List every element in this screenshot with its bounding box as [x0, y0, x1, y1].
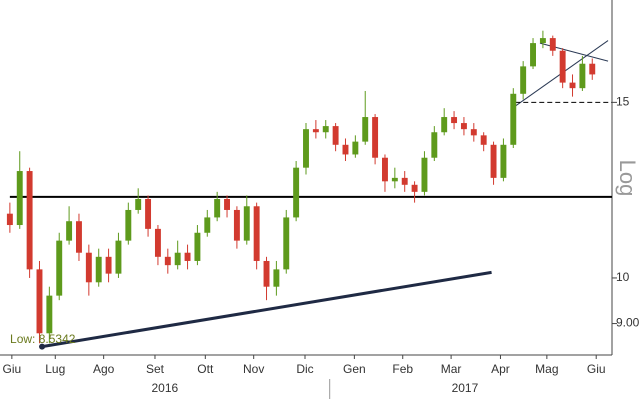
candle-body: [539, 38, 546, 44]
candle-body: [164, 256, 171, 266]
year-label: 2017: [452, 381, 479, 395]
candle-body: [490, 144, 497, 178]
candle-body: [451, 117, 458, 124]
candle-body: [135, 198, 142, 210]
candle-body: [322, 126, 329, 133]
x-tick-label: Set: [146, 362, 165, 376]
candle-body: [95, 256, 102, 283]
candle-body: [411, 184, 418, 192]
candle-body: [589, 63, 596, 75]
candle-body: [105, 256, 112, 274]
candle-body: [194, 232, 201, 261]
candle-body: [233, 209, 240, 241]
candle-body: [569, 82, 576, 89]
candle-body: [342, 144, 349, 155]
candle-body: [224, 198, 230, 210]
x-tick-label: Mar: [441, 362, 462, 376]
trendline: [41, 270, 492, 349]
candle-body: [312, 129, 319, 133]
candle-body: [431, 132, 438, 158]
candle-body: [16, 171, 23, 226]
x-tick-label: Gen: [343, 362, 366, 376]
annotation-dot: [39, 343, 46, 350]
candle-body: [500, 144, 507, 178]
x-tick-label: Ago: [93, 362, 115, 376]
y-tick-label: 9.00: [616, 316, 640, 330]
candle-body: [184, 252, 191, 261]
annotation-label: Low: 8.5342: [10, 332, 76, 346]
x-tick-label: Apr: [491, 362, 510, 376]
candle-body: [470, 129, 477, 136]
candle-body: [273, 269, 280, 287]
candle-body: [530, 43, 536, 67]
candle-body: [549, 38, 556, 51]
candle-body: [263, 260, 270, 287]
x-tick-label: Lug: [45, 362, 65, 376]
candle-body: [352, 141, 359, 155]
candle-body: [253, 206, 260, 261]
y-tick-label: 15: [616, 95, 630, 109]
axis-label: Log: [615, 160, 640, 197]
candle-body: [66, 221, 73, 241]
x-tick-label: Giu: [587, 362, 606, 376]
x-tick-label: Nov: [243, 362, 264, 376]
candle-body: [372, 117, 379, 158]
x-tick-label: Giu: [3, 362, 22, 376]
candle-body: [6, 213, 13, 226]
candle-body: [510, 93, 517, 145]
candle-body: [125, 209, 132, 241]
year-label: 2016: [151, 381, 178, 395]
x-tick-label: Ott: [197, 362, 214, 376]
x-tick-label: Feb: [392, 362, 413, 376]
candle-body: [145, 198, 152, 229]
candle-body: [401, 177, 408, 185]
candle-body: [559, 50, 566, 83]
candle-body: [243, 206, 250, 241]
candle-body: [56, 240, 63, 296]
candle-body: [26, 171, 33, 270]
y-tick-label: 10: [616, 270, 630, 284]
candle-body: [520, 66, 527, 94]
candle-body: [76, 221, 82, 253]
candle-body: [362, 117, 369, 142]
candle-body: [46, 295, 53, 334]
candle-body: [174, 252, 181, 266]
candle-body: [154, 228, 161, 257]
candle-body: [441, 117, 448, 133]
candle-body: [579, 63, 586, 89]
candle-body: [303, 129, 309, 168]
candle-body: [332, 126, 339, 145]
candle-body: [283, 217, 290, 270]
candle-body: [460, 123, 467, 130]
candle-body: [382, 157, 388, 182]
candle-body: [391, 177, 398, 182]
candle-body: [293, 167, 300, 218]
candle-body: [421, 157, 428, 192]
candle-body: [214, 198, 221, 218]
candle-body: [85, 252, 92, 283]
candle-body: [115, 240, 122, 274]
candle-body: [36, 269, 43, 334]
candle-body: [480, 135, 487, 145]
x-tick-label: Mag: [535, 362, 558, 376]
x-tick-label: Dic: [296, 362, 313, 376]
candle-body: [204, 217, 211, 233]
